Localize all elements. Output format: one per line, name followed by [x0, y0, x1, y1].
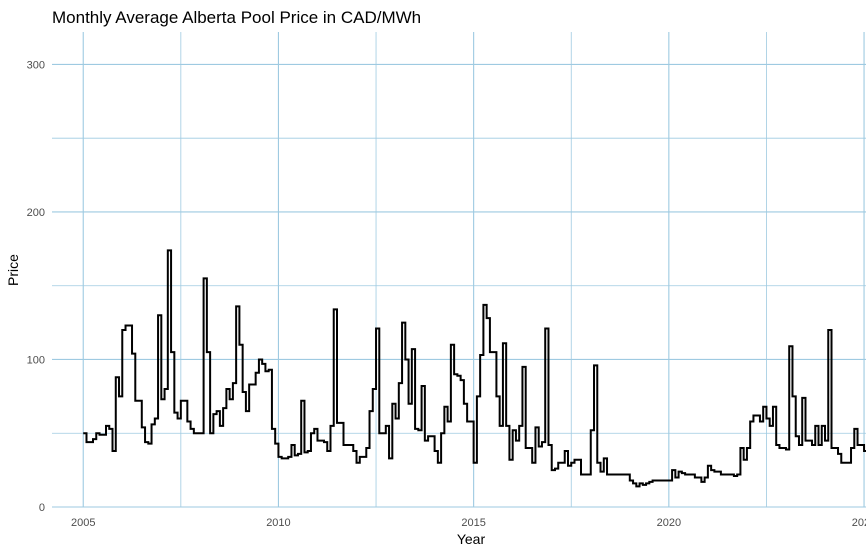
chart-title: Monthly Average Alberta Pool Price in CA…	[52, 8, 421, 27]
series-layer	[83, 249, 866, 488]
y-tick-label: 100	[27, 354, 45, 366]
x-tick-label: 2015	[461, 517, 485, 529]
x-tick-label: 2010	[266, 517, 290, 529]
y-tick-label: 300	[27, 59, 45, 71]
y-tick-label: 200	[27, 207, 45, 219]
x-tick-label: 2005	[71, 517, 95, 529]
price-series-line	[83, 249, 866, 488]
axis-ticks: 2005 2010 2015 2020 2025 0 100 200 300	[27, 59, 866, 529]
grid	[52, 32, 866, 508]
y-tick-label: 0	[39, 502, 45, 514]
x-axis-title: Year	[457, 531, 486, 547]
x-tick-label: 2025	[852, 517, 866, 529]
y-axis-title: Price	[5, 254, 21, 286]
x-tick-label: 2020	[657, 517, 681, 529]
